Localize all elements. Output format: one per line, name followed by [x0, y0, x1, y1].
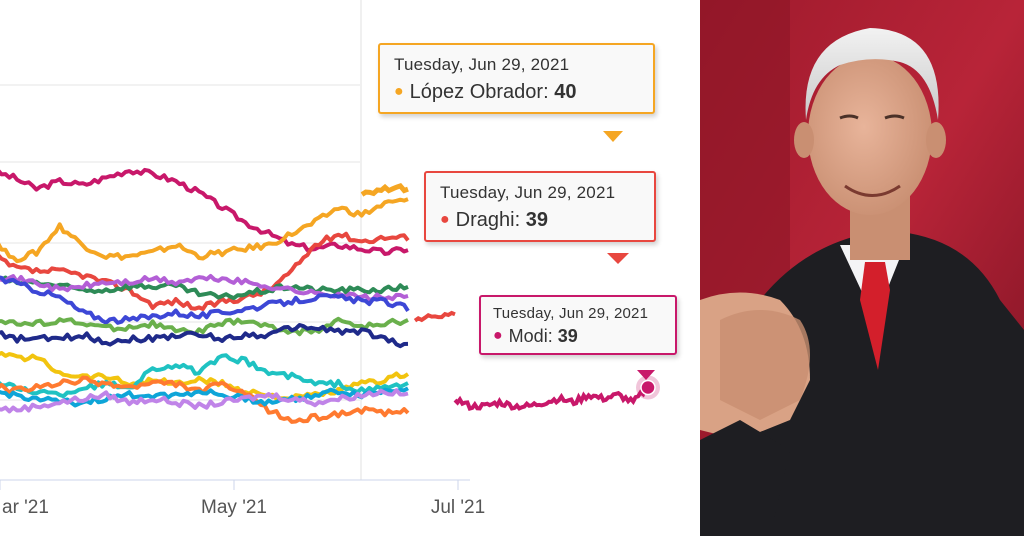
series-line-7 [0, 316, 409, 337]
photo-lopez-obrador [700, 0, 1024, 536]
suit-jacket [740, 232, 1024, 536]
series-line-8 [0, 323, 409, 349]
tooltip-modi: Tuesday, Jun 29, 2021 ● Modi: 39 [479, 295, 677, 355]
tooltip-lopez-obrador: Tuesday, Jun 29, 2021 ● López Obrador: 40 [378, 43, 655, 114]
tooltip-date: Tuesday, Jun 29, 2021 [440, 183, 616, 202]
series-line-13 [0, 388, 409, 414]
tooltip-date: Tuesday, Jun 29, 2021 [394, 55, 570, 74]
chart-panel: ar '21 May '21 Jul '21 Tuesday, Jun 29, 20… [0, 0, 677, 518]
tooltip-pointer [607, 253, 629, 264]
series-line-2 [0, 197, 409, 264]
series-line-4 [0, 275, 409, 301]
tooltip-series-name: López Obrador [409, 81, 544, 103]
x-tick-label: May '21 [201, 497, 267, 518]
series-line-10 [0, 353, 409, 399]
x-tick-label: Jul '21 [431, 497, 485, 518]
tooltip-series-name: Modi [508, 326, 548, 346]
series-line-modi [453, 385, 650, 412]
tooltip-value: 39 [557, 326, 578, 346]
tooltip-value: 40 [554, 81, 577, 103]
series-line-9 [0, 351, 410, 401]
red-tie [860, 262, 890, 370]
series-line-3 [0, 231, 410, 311]
portrait-illustration [700, 0, 1024, 536]
tooltip-row: ● Draghi: 39 [440, 209, 548, 231]
tooltip-row: ● López Obrador: 40 [394, 81, 577, 103]
tooltip-pointer [637, 370, 655, 380]
series-dot-icon: ● [493, 327, 503, 344]
tooltip-date: Tuesday, Jun 29, 2021 [493, 305, 649, 322]
tooltip-series-name: Draghi [455, 209, 515, 231]
series-line-1 [0, 167, 409, 256]
white-hair [805, 28, 939, 120]
approval-line-chart: ar '21 May '21 Jul '21 [0, 0, 660, 518]
face [808, 55, 932, 215]
series-dot-icon: ● [440, 211, 450, 228]
tooltip-value: 39 [525, 209, 548, 231]
series-line-6 [0, 275, 410, 325]
grid-layer [0, 0, 362, 480]
series-layer [0, 167, 660, 424]
tooltip-pointer [603, 131, 623, 142]
hover-marker-modi[interactable] [640, 379, 656, 396]
series-line-5 [0, 274, 409, 303]
series-line-lopez-obrador [360, 182, 409, 197]
series-line-draghi [413, 310, 456, 323]
tooltip-draghi: Tuesday, Jun 29, 2021 ● Draghi: 39 [424, 171, 656, 242]
series-line-11 [0, 375, 410, 424]
x-tick-label: ar '21 [2, 497, 49, 518]
x-axis: ar '21 May '21 Jul '21 [0, 479, 485, 518]
tooltip-row: ● Modi: 39 [493, 326, 578, 346]
series-dot-icon: ● [394, 83, 404, 100]
